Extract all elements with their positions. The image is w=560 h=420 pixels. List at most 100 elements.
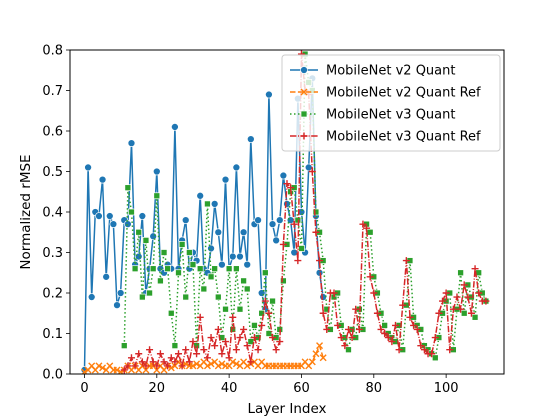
data-point bbox=[442, 289, 450, 297]
data-point bbox=[345, 346, 352, 354]
data-point bbox=[243, 285, 251, 293]
data-point bbox=[127, 139, 136, 147]
data-point bbox=[279, 171, 288, 180]
data-point bbox=[124, 184, 132, 192]
x-tick-label: 60 bbox=[293, 381, 310, 396]
data-point bbox=[467, 309, 475, 317]
data-point bbox=[272, 346, 280, 354]
data-point bbox=[149, 358, 157, 366]
data-point bbox=[156, 350, 164, 358]
data-point bbox=[189, 261, 197, 268]
data-point bbox=[146, 346, 154, 354]
data-point bbox=[228, 252, 237, 261]
data-point bbox=[464, 293, 472, 301]
legend-box bbox=[281, 54, 501, 152]
data-point bbox=[337, 334, 345, 342]
data-point bbox=[146, 289, 153, 297]
data-point bbox=[200, 346, 208, 354]
data-point bbox=[229, 313, 237, 321]
data-point bbox=[196, 313, 204, 321]
data-point bbox=[204, 200, 211, 208]
data-point bbox=[475, 289, 483, 297]
data-point bbox=[221, 175, 230, 184]
data-point bbox=[420, 346, 428, 354]
data-point bbox=[352, 305, 360, 313]
data-point bbox=[236, 305, 244, 313]
data-point bbox=[319, 309, 327, 317]
data-point bbox=[99, 364, 107, 372]
data-point bbox=[218, 260, 226, 269]
data-point bbox=[265, 330, 273, 337]
data-point bbox=[446, 346, 454, 354]
data-point bbox=[457, 269, 464, 277]
data-point bbox=[316, 342, 324, 350]
data-point bbox=[482, 297, 490, 305]
data-point bbox=[410, 321, 418, 329]
data-point bbox=[171, 358, 179, 366]
data-point bbox=[269, 334, 277, 342]
data-point bbox=[381, 330, 389, 337]
data-point bbox=[124, 220, 132, 228]
data-point bbox=[243, 342, 251, 350]
data-point bbox=[297, 208, 306, 216]
legend-entry: MobileNet v2 Quant Ref bbox=[290, 86, 481, 101]
data-point bbox=[381, 322, 388, 329]
legend-entry: MobileNet v3 Quant bbox=[290, 108, 455, 123]
data-point bbox=[315, 268, 324, 277]
data-point bbox=[359, 220, 367, 228]
data-point bbox=[203, 354, 211, 362]
x-tick-label: 0 bbox=[80, 381, 88, 396]
data-point bbox=[366, 228, 374, 236]
data-point bbox=[214, 228, 223, 237]
data-point bbox=[109, 220, 118, 228]
legend-marker bbox=[300, 132, 308, 140]
data-point bbox=[290, 220, 298, 228]
data-point bbox=[323, 305, 331, 313]
y-tick-label: 0.8 bbox=[42, 44, 63, 59]
data-point bbox=[439, 297, 447, 305]
data-point bbox=[460, 309, 468, 317]
data-point bbox=[229, 358, 237, 366]
data-point bbox=[431, 354, 439, 362]
data-point bbox=[207, 334, 215, 342]
data-point bbox=[388, 338, 396, 346]
data-point bbox=[308, 168, 316, 175]
data-point bbox=[341, 342, 349, 350]
data-point bbox=[222, 338, 230, 346]
data-point bbox=[431, 334, 439, 342]
data-point bbox=[384, 334, 392, 342]
data-point bbox=[207, 360, 215, 368]
data-point bbox=[272, 236, 280, 245]
data-point bbox=[246, 135, 255, 143]
data-point bbox=[142, 237, 150, 244]
legend-marker bbox=[300, 66, 308, 74]
y-tick-label: 0.5 bbox=[42, 165, 63, 180]
series-4 bbox=[120, 50, 490, 374]
data-point bbox=[149, 232, 158, 241]
data-point bbox=[113, 301, 121, 309]
data-point bbox=[363, 224, 371, 232]
data-point bbox=[95, 362, 103, 370]
data-point bbox=[268, 220, 277, 228]
data-point bbox=[211, 265, 219, 273]
data-point bbox=[167, 354, 175, 362]
data-point bbox=[167, 309, 175, 317]
data-point bbox=[243, 362, 251, 370]
data-point bbox=[218, 350, 226, 358]
data-point bbox=[457, 305, 465, 313]
y-tick-label: 0.1 bbox=[42, 327, 63, 342]
y-tick-label: 0.4 bbox=[42, 206, 63, 221]
data-point bbox=[186, 249, 193, 256]
data-point bbox=[157, 277, 164, 285]
data-point bbox=[164, 265, 171, 273]
data-point bbox=[178, 241, 186, 248]
data-point bbox=[196, 265, 204, 273]
data-point bbox=[402, 257, 410, 265]
data-point bbox=[334, 321, 342, 329]
data-point bbox=[138, 358, 146, 366]
y-tick-label: 0.6 bbox=[42, 125, 63, 140]
data-point bbox=[417, 342, 425, 350]
data-point bbox=[127, 354, 135, 362]
data-point bbox=[294, 257, 302, 265]
data-point bbox=[160, 249, 168, 256]
